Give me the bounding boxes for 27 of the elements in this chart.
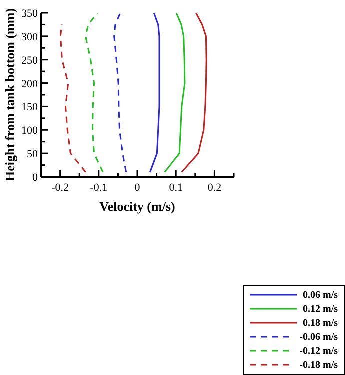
line-series <box>60 24 87 174</box>
y-tick-label: 200 <box>22 78 38 90</box>
text: -0.12 m/s <box>300 346 338 356</box>
x-tick-label: 0.2 <box>208 182 222 194</box>
text: 0.06 m/s <box>303 290 338 300</box>
y-axis-title: Height from tank bottom (mm) <box>2 8 18 182</box>
line-series <box>114 13 128 174</box>
x-tick-label: -0.1 <box>90 182 108 194</box>
text: 0.12 m/s <box>303 304 338 314</box>
line-series <box>85 13 104 174</box>
line-series <box>149 13 160 174</box>
text: -0.06 m/s <box>300 332 338 342</box>
y-tick-label: 150 <box>22 102 38 114</box>
y-tick-label: 50 <box>27 148 38 161</box>
x-tick-label: 0 <box>134 182 141 194</box>
y-tick-label: 250 <box>22 54 38 67</box>
x-tick-label: 0.1 <box>169 182 183 194</box>
x-tick-label: -0.2 <box>52 182 70 194</box>
line-series <box>164 13 186 174</box>
y-tick-label: 0 <box>32 172 38 184</box>
text: -0.18 m/s <box>300 360 338 370</box>
y-tick-label: 350 <box>22 8 38 20</box>
line-series <box>181 13 208 174</box>
y-tick-label: 300 <box>22 31 38 44</box>
x-axis-title: Velocity (m/s) <box>100 199 176 214</box>
y-tick-label: 100 <box>22 125 38 138</box>
text: 0.18 m/s <box>303 318 338 328</box>
